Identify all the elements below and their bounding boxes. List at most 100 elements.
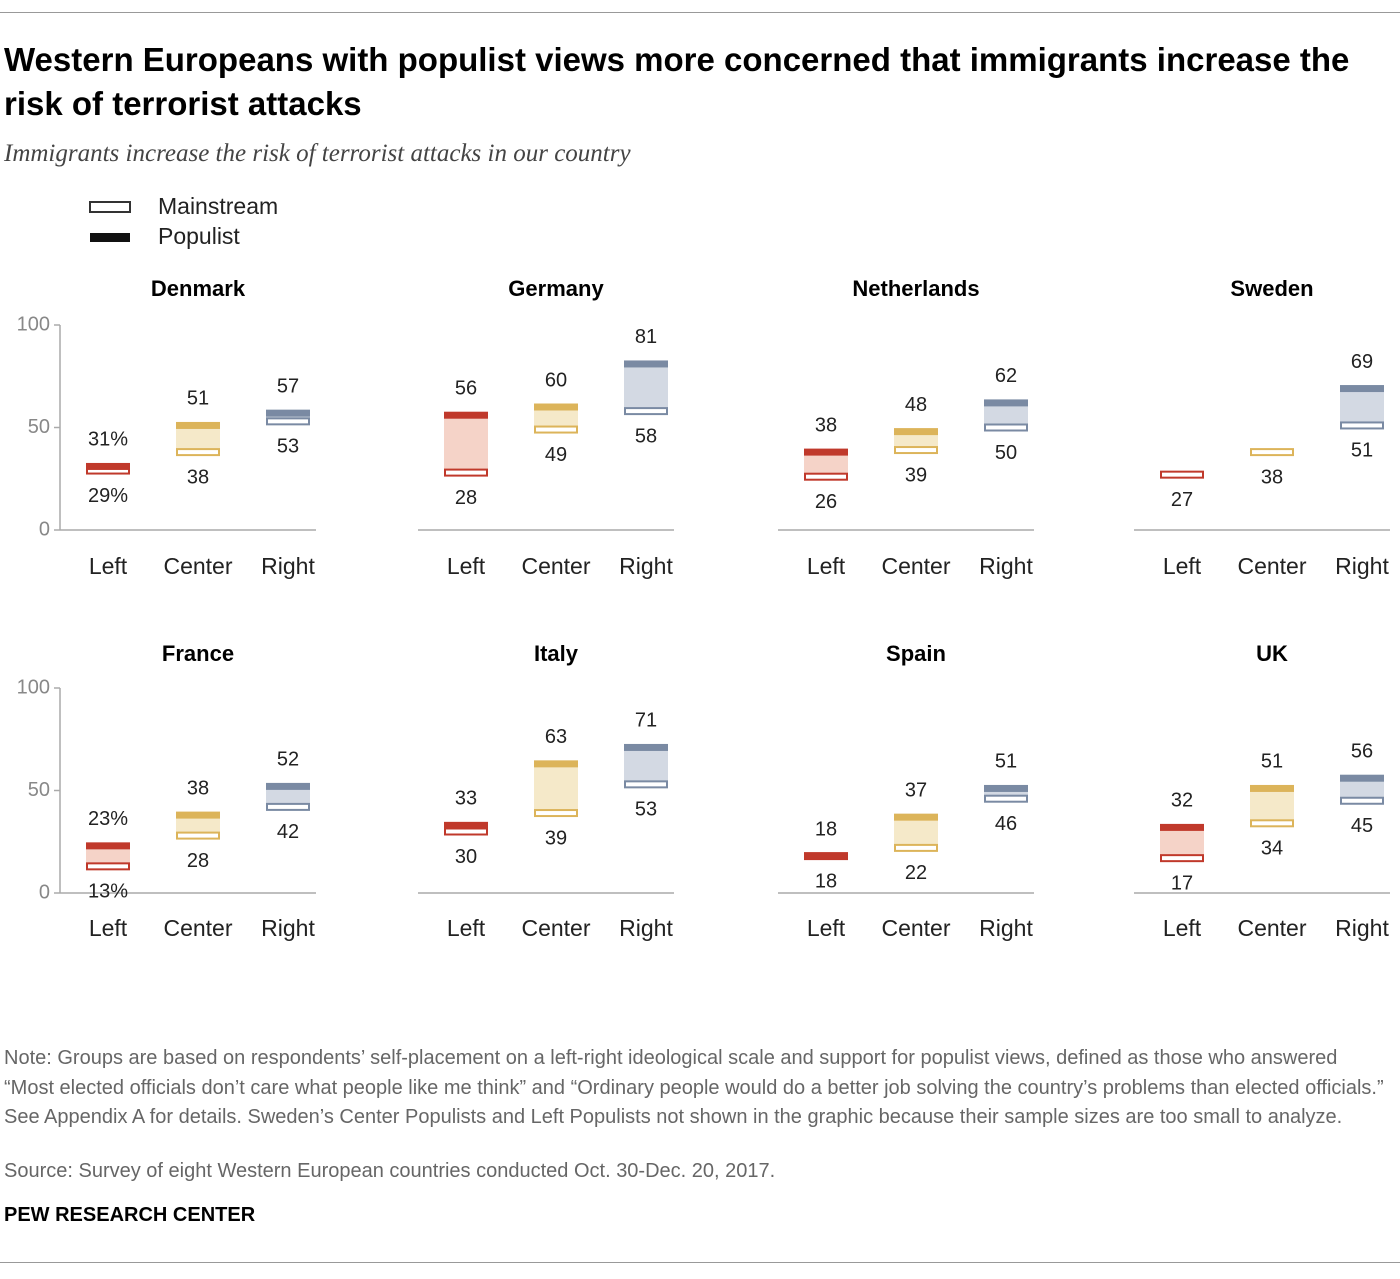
- populist-mark: [444, 411, 488, 419]
- mainstream-mark: [1250, 448, 1294, 457]
- value-label: 53: [277, 436, 299, 458]
- value-label: 17: [1171, 872, 1193, 894]
- mainstream-mark: [624, 407, 668, 416]
- mainstream-mark: [894, 446, 938, 455]
- populist-mark: [1160, 823, 1204, 831]
- x-tick-label: Right: [979, 553, 1033, 579]
- mainstream-mark: [1160, 854, 1204, 863]
- value-label: 69: [1351, 351, 1373, 373]
- source: Source: Survey of eight Western European…: [4, 1160, 776, 1182]
- x-tick-label: Center: [1237, 915, 1306, 941]
- legend-swatch: [90, 233, 130, 242]
- note: Note: Groups are based on respondents’ s…: [4, 1047, 1384, 1128]
- legend-label: Mainstream: [158, 193, 278, 219]
- populist-mark: [894, 428, 938, 436]
- y-tick-label: 0: [39, 518, 50, 540]
- populist-mark: [534, 403, 578, 411]
- x-tick-label: Right: [261, 553, 315, 579]
- mainstream-mark: [266, 802, 310, 811]
- bottom-rule: [0, 1262, 1400, 1263]
- populist-mark: [176, 421, 220, 429]
- range-band: [1160, 827, 1204, 859]
- panel-title: Italy: [534, 641, 579, 666]
- subtitle: Immigrants increase the risk of terroris…: [4, 140, 631, 167]
- x-tick-label: Left: [807, 553, 846, 579]
- value-label: 18: [815, 818, 837, 840]
- x-tick-label: Right: [619, 915, 673, 941]
- mainstream-mark: [984, 423, 1028, 432]
- populist-mark: [86, 842, 130, 850]
- populist-mark: [804, 448, 848, 456]
- value-label: 60: [545, 369, 567, 391]
- mainstream-mark: [1250, 819, 1294, 828]
- panel-title: Spain: [886, 641, 946, 666]
- value-label: 48: [905, 394, 927, 416]
- panel-title: France: [162, 641, 234, 666]
- x-tick-label: Right: [261, 915, 315, 941]
- range-band: [176, 815, 220, 836]
- value-label: 39: [545, 827, 567, 849]
- mainstream-mark: [1340, 796, 1384, 805]
- value-label: 34: [1261, 838, 1283, 860]
- mainstream-mark: [444, 468, 488, 477]
- populist-mark: [1340, 774, 1384, 782]
- top-rule: [0, 12, 1400, 13]
- value-label: 23%: [88, 808, 128, 830]
- range-band: [894, 817, 938, 848]
- mainstream-mark: [804, 472, 848, 481]
- value-label: 37: [905, 779, 927, 801]
- value-label: 29%: [88, 485, 128, 507]
- panel-title: Sweden: [1230, 276, 1313, 301]
- charts: Mainstream Populist Denmark 0 50 100 Left 31%…: [17, 193, 1390, 941]
- populist-mark: [534, 760, 578, 768]
- value-label: 71: [635, 710, 657, 732]
- mainstream-mark: [176, 831, 220, 840]
- panel-title: Netherlands: [852, 276, 979, 301]
- panel-title: UK: [1256, 641, 1288, 666]
- y-tick-label: 100: [17, 676, 50, 698]
- populist-mark: [894, 813, 938, 821]
- populist-mark: [266, 782, 310, 790]
- x-tick-label: Left: [447, 915, 486, 941]
- value-label: 57: [277, 375, 299, 397]
- x-tick-label: Center: [163, 915, 232, 941]
- legend-swatch: [89, 201, 131, 213]
- value-label: 62: [995, 365, 1017, 387]
- populist-mark: [984, 399, 1028, 407]
- value-label: 46: [995, 813, 1017, 835]
- value-label: 38: [815, 414, 837, 436]
- value-label: 28: [455, 487, 477, 509]
- x-tick-label: Left: [447, 553, 486, 579]
- populist-mark: [1250, 784, 1294, 792]
- value-label: 33: [455, 788, 477, 810]
- range-band: [266, 413, 310, 422]
- mainstream-mark: [266, 417, 310, 426]
- x-tick-label: Left: [1163, 553, 1202, 579]
- populist-mark: [984, 784, 1028, 792]
- value-label: 32: [1171, 790, 1193, 812]
- range-band: [266, 786, 310, 807]
- value-label: 49: [545, 444, 567, 466]
- value-label: 51: [187, 388, 209, 410]
- y-tick-label: 50: [28, 416, 50, 438]
- mainstream-mark: [534, 425, 578, 434]
- y-tick-label: 50: [28, 779, 50, 801]
- mainstream-mark: [444, 827, 488, 836]
- mainstream-mark: [176, 448, 220, 457]
- mainstream-mark: [894, 843, 938, 852]
- x-tick-label: Center: [163, 553, 232, 579]
- x-tick-label: Right: [1335, 915, 1389, 941]
- title: Western Europeans with populist views mo…: [4, 41, 1350, 122]
- populist-mark: [444, 821, 488, 829]
- value-label: 38: [187, 777, 209, 799]
- value-label: 31%: [88, 429, 128, 451]
- populist-mark: [266, 409, 310, 417]
- x-tick-label: Right: [1335, 553, 1389, 579]
- mainstream-mark: [534, 809, 578, 818]
- populist-mark: [624, 360, 668, 368]
- value-label: 51: [995, 751, 1017, 773]
- value-label: 45: [1351, 815, 1373, 837]
- mainstream-mark: [624, 780, 668, 789]
- mainstream-mark: [984, 794, 1028, 803]
